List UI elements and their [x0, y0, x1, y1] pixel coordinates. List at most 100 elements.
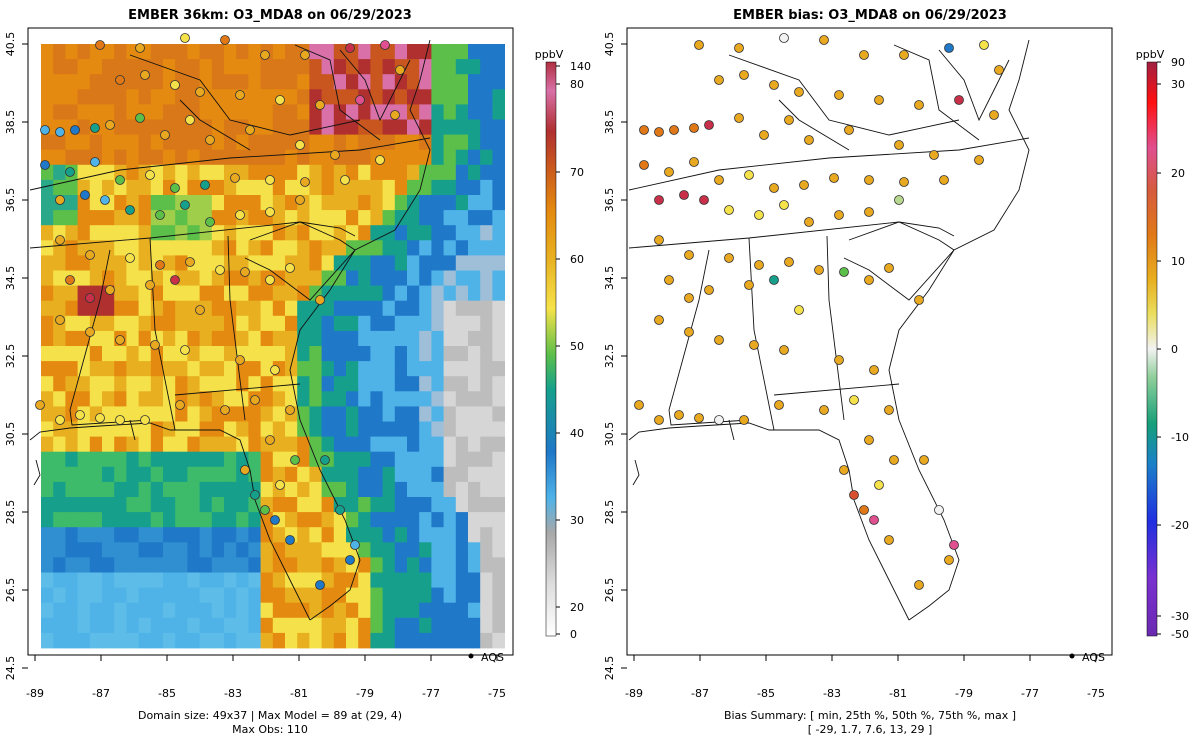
- grid-cell: [236, 436, 249, 453]
- colorbar-tick-label: 0: [570, 628, 577, 641]
- grid-cell: [77, 587, 91, 604]
- grid-cell: [65, 59, 78, 75]
- left-map-panel: EMBER 36km: O3_MDA8 on 06/29/2023 -89 -87…: [4, 8, 591, 736]
- grid-cell: [419, 376, 432, 392]
- bias-site-dot: [704, 285, 714, 295]
- grid-cell: [41, 300, 54, 317]
- grid-cell: [248, 512, 261, 528]
- grid-cell: [321, 466, 335, 483]
- bias-site-dot: [869, 365, 879, 375]
- grid-cell: [272, 315, 286, 332]
- grid-cell: [211, 451, 225, 468]
- grid-cell: [53, 602, 66, 619]
- grid-cell: [346, 285, 359, 302]
- grid-cell: [175, 361, 188, 377]
- grid-cell: [285, 330, 298, 347]
- grid-cell: [224, 617, 237, 634]
- y-tick-label: 36.5: [603, 188, 616, 213]
- grid-cell: [480, 527, 493, 543]
- grid-cell: [480, 376, 493, 392]
- aqs-site-dot: [115, 75, 125, 85]
- grid-cell: [163, 466, 176, 483]
- grid-cell: [65, 481, 78, 498]
- grid-cell: [199, 104, 213, 120]
- grid-cell: [41, 557, 54, 573]
- grid-cell: [333, 602, 347, 619]
- grid-cell: [65, 255, 78, 271]
- grid-cell: [114, 119, 127, 135]
- grid-cell: [321, 195, 335, 211]
- grid-cell: [114, 225, 127, 241]
- grid-cell: [285, 421, 298, 437]
- grid-cell: [65, 497, 78, 513]
- grid-cell: [150, 481, 164, 498]
- grid-cell: [468, 59, 481, 75]
- right-caption-line1: Bias Summary: [ min, 25th %, 50th %, 75t…: [724, 709, 1016, 722]
- grid-cell: [346, 104, 359, 120]
- grid-cell: [102, 391, 115, 407]
- grid-cell: [65, 285, 78, 302]
- grid-cell: [370, 89, 383, 105]
- grid-cell: [394, 361, 408, 377]
- aqs-site-dot: [85, 250, 95, 260]
- bias-site-dot: [834, 90, 844, 100]
- grid-cell: [333, 361, 347, 377]
- grid-cell: [224, 44, 237, 60]
- grid-cell: [443, 391, 457, 407]
- grid-cell: [358, 572, 371, 588]
- grid-cell: [114, 44, 127, 60]
- grid-cell: [163, 195, 176, 211]
- grid-cell: [443, 119, 457, 135]
- grid-cell: [370, 255, 383, 271]
- grid-cell: [285, 315, 298, 332]
- bias-site-dot: [684, 327, 694, 337]
- grid-cell: [419, 481, 432, 498]
- grid-cell: [407, 225, 420, 241]
- grid-cell: [321, 632, 335, 649]
- grid-cell: [102, 74, 115, 90]
- grid-cell: [382, 527, 396, 543]
- aqs-site-dot: [300, 50, 310, 60]
- border-line: [179, 99, 251, 151]
- grid-cell: [53, 572, 66, 588]
- bias-site-dot: [874, 95, 884, 105]
- grid-cell: [236, 557, 249, 573]
- grid-cell: [492, 44, 505, 60]
- grid-cell: [382, 617, 396, 634]
- grid-cell: [41, 195, 54, 211]
- grid-cell: [41, 89, 54, 105]
- grid-cell: [211, 376, 225, 392]
- grid-cell: [309, 391, 322, 407]
- y-tick-label: 38.5: [603, 110, 616, 135]
- grid-cell: [77, 361, 91, 377]
- grid-cell: [260, 406, 274, 422]
- grid-cell: [248, 164, 261, 181]
- grid-cell: [199, 481, 213, 498]
- grid-cell: [236, 255, 249, 271]
- grid-cell: [248, 466, 261, 483]
- grid-cell: [187, 451, 200, 468]
- grid-cell: [309, 119, 322, 135]
- grid-cell: [333, 89, 347, 105]
- grid-cell: [236, 406, 249, 422]
- grid-cell: [333, 134, 347, 151]
- grid-cell: [394, 195, 408, 211]
- right-y-axis: 40.538.536.534.532.530.528.526.524.5: [603, 32, 627, 680]
- grid-cell: [102, 602, 115, 619]
- grid-cell: [480, 240, 493, 256]
- bias-site-dot: [804, 217, 814, 227]
- grid-cell: [65, 315, 78, 332]
- grid-cell: [77, 376, 91, 392]
- grid-cell: [492, 406, 505, 422]
- grid-cell: [199, 436, 213, 453]
- grid-cell: [285, 361, 298, 377]
- grid-cell: [126, 466, 139, 483]
- grid-cell: [382, 315, 396, 332]
- grid-cell: [77, 572, 91, 588]
- grid-cell: [370, 330, 383, 347]
- grid-cell: [150, 542, 164, 558]
- grid-cell: [431, 572, 444, 588]
- grid-cell: [431, 617, 444, 634]
- grid-cell: [65, 512, 78, 528]
- grid-cell: [358, 149, 371, 166]
